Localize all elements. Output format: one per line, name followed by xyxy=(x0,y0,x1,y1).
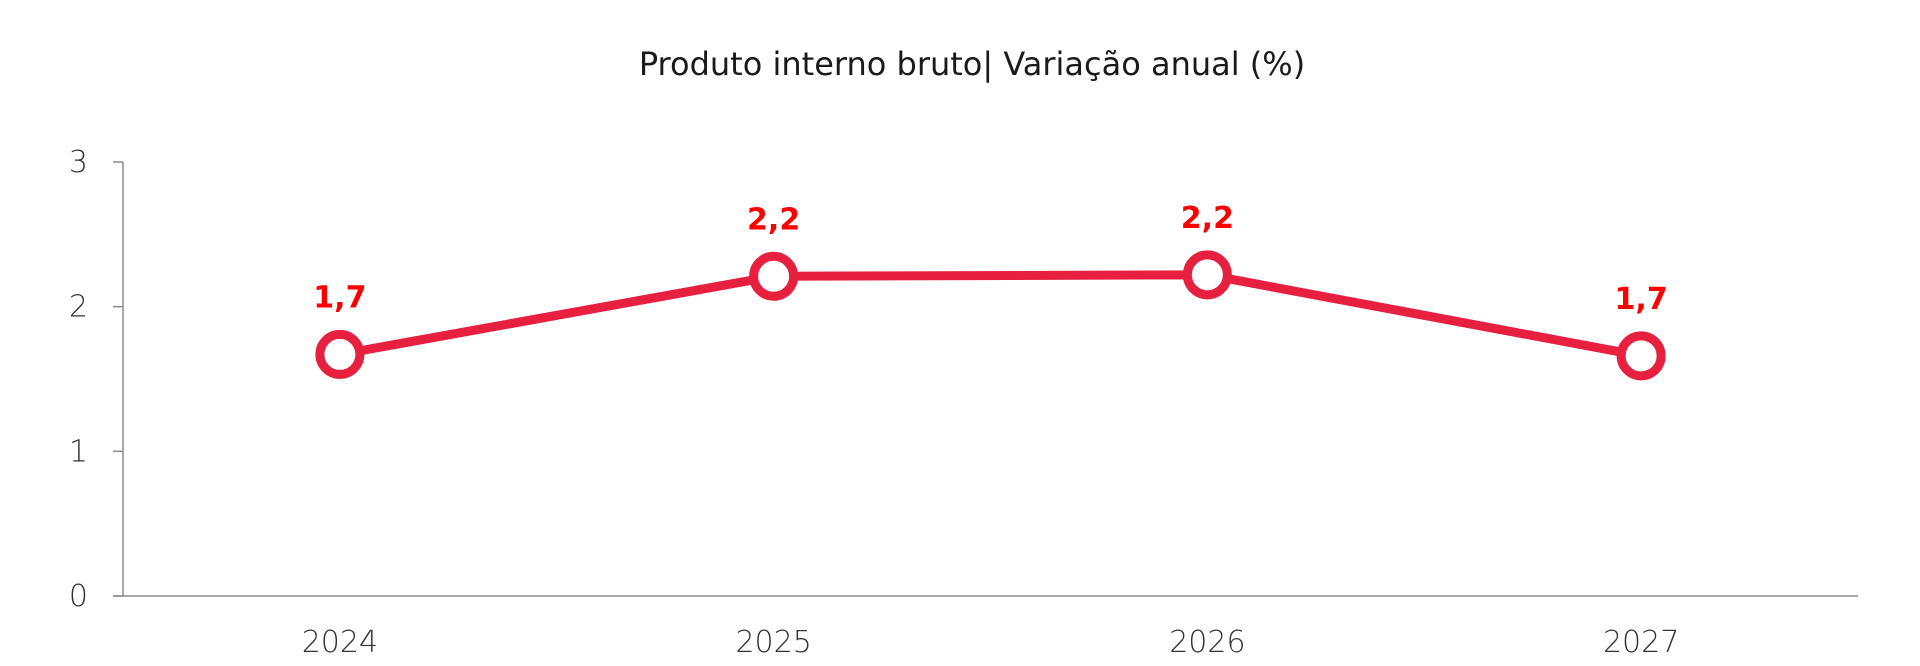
chart-title: Produto interno bruto| Variação anual (%… xyxy=(639,45,1305,83)
data-point-marker xyxy=(1182,250,1232,300)
y-tick-label: 1 xyxy=(69,434,88,469)
x-axis: 2024 2025 2026 2027 xyxy=(113,595,1858,660)
data-labels-layer: 1,7 2,2 2,2 1,7 xyxy=(313,201,1667,317)
data-point-marker xyxy=(315,329,365,379)
data-point-marker xyxy=(749,251,799,301)
data-label: 1,7 xyxy=(1615,282,1668,317)
data-label: 2,2 xyxy=(1181,201,1234,236)
series-layer xyxy=(315,250,1666,381)
x-tick-label: 2024 xyxy=(302,625,378,660)
data-label: 1,7 xyxy=(313,280,366,315)
y-tick-label: 0 xyxy=(69,579,88,614)
x-tick-label: 2026 xyxy=(1169,625,1245,660)
y-tick-label: 3 xyxy=(69,145,88,180)
data-label: 2,2 xyxy=(747,202,800,237)
x-tick-label: 2025 xyxy=(735,625,811,660)
series-line xyxy=(335,270,1646,361)
data-point-marker xyxy=(1616,331,1666,381)
y-tick-label: 2 xyxy=(69,290,88,325)
y-axis: 0 1 2 3 xyxy=(69,145,124,614)
x-tick-label: 2027 xyxy=(1603,625,1679,660)
